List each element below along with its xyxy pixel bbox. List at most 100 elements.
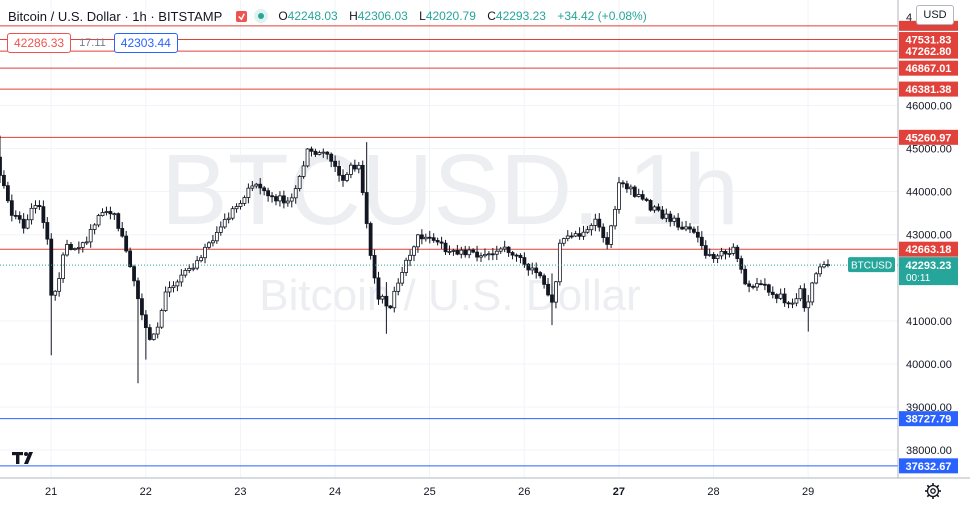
gear-icon[interactable] — [924, 482, 942, 500]
candle-body — [372, 255, 377, 279]
candle-body — [183, 269, 188, 276]
price-tick-label: 44000.00 — [906, 187, 952, 199]
candle-body — [605, 237, 610, 245]
candle-body — [810, 282, 815, 303]
candlestick-series[interactable] — [0, 135, 830, 384]
resistance-tag[interactable] — [899, 43, 958, 59]
candle-body — [546, 283, 550, 296]
candle-body — [755, 283, 759, 288]
support-tag[interactable] — [899, 411, 958, 427]
tradingview-logo-icon[interactable] — [10, 448, 40, 468]
resistance-tag[interactable] — [899, 241, 958, 257]
candle-body — [187, 267, 192, 271]
candle-body — [494, 250, 499, 255]
symbol-tag — [848, 257, 895, 273]
candle-body — [439, 241, 444, 244]
candle-body — [388, 305, 393, 309]
candle-body — [143, 314, 148, 328]
candle-body — [826, 264, 830, 266]
candle-body — [325, 151, 330, 155]
resistance-tag[interactable] — [899, 32, 958, 48]
currency-selector[interactable]: USD — [916, 5, 954, 25]
eye-hidden-icon[interactable] — [236, 10, 248, 22]
candle-body — [65, 243, 69, 256]
candle-body — [128, 250, 133, 268]
candle-body — [530, 267, 535, 271]
watermark-ticker: BTCUSD, 1h — [161, 134, 739, 246]
resistance-tag[interactable] — [899, 20, 958, 31]
candle-body — [487, 253, 491, 256]
open-label: O — [278, 9, 288, 23]
candle-body — [226, 217, 231, 220]
resistance-tag[interactable] — [899, 81, 958, 97]
symbol-tag-label: BTCUSD — [851, 261, 892, 272]
sell-price-button[interactable]: 42286.33 — [7, 33, 72, 53]
candle-body — [621, 182, 625, 185]
resistance-tag[interactable] — [899, 60, 958, 76]
candle-body — [108, 211, 113, 215]
candle-body — [104, 211, 109, 213]
candle-body — [451, 250, 456, 252]
trading-panel: 42286.33 17.11 42303.44 — [7, 33, 178, 53]
candle-body — [408, 254, 412, 261]
time-tick-label: 29 — [802, 486, 814, 498]
close-label: C — [487, 9, 496, 23]
candle-body — [664, 213, 669, 219]
symbol-title[interactable]: Bitcoin / U.S. Dollar · 1h · BITSTAMP — [8, 8, 223, 24]
candle-body — [96, 215, 101, 226]
candle-body — [534, 267, 539, 273]
price-tick-label: 43000.00 — [906, 230, 952, 242]
candle-body — [281, 195, 286, 204]
candle-body — [632, 186, 637, 197]
candle-body — [554, 281, 558, 303]
candle-body — [132, 266, 136, 282]
candle-body — [652, 206, 657, 211]
candle-body — [297, 176, 302, 189]
price-axis-background[interactable] — [898, 0, 970, 478]
candle-body — [416, 234, 420, 248]
candle-body — [565, 235, 570, 240]
resistance-tag[interactable] — [899, 129, 958, 145]
candle-body — [49, 238, 54, 296]
candle-body — [246, 187, 251, 198]
market-status-icon[interactable] — [254, 9, 269, 23]
candle-body — [585, 229, 590, 233]
candle-body — [703, 245, 708, 256]
candle-body — [613, 208, 617, 227]
ohlc-values: O42248.03 H42306.03 L42020.79 C42293.23 … — [278, 9, 654, 23]
candle-body — [778, 293, 783, 299]
candle-body — [69, 243, 73, 250]
price-tick-label: 46000.00 — [906, 101, 952, 113]
candle-body — [37, 205, 42, 208]
candle-body — [782, 293, 787, 304]
candle-body — [822, 264, 826, 268]
time-tick-label: 23 — [234, 486, 246, 498]
candle-body — [285, 200, 290, 204]
watermark-name: Bitcoin / U.S. Dollar — [259, 271, 640, 320]
candle-body — [45, 222, 50, 240]
candle-body — [727, 253, 732, 255]
candle-body — [751, 285, 755, 288]
candle-body — [392, 290, 397, 309]
candle-body — [199, 257, 203, 262]
candle-body — [617, 182, 621, 210]
support-tag[interactable] — [899, 458, 958, 474]
candle-body — [203, 246, 207, 259]
candle-body — [368, 223, 373, 256]
candle-body — [467, 249, 472, 256]
candle-body — [569, 235, 574, 238]
time-axis-background[interactable] — [0, 478, 970, 507]
candle-body — [447, 251, 452, 253]
candle-body — [258, 183, 263, 189]
candle-body — [309, 148, 314, 152]
candle-body — [719, 250, 724, 257]
candle-body — [238, 202, 243, 207]
candle-body — [550, 294, 554, 303]
price-tick-label: 39000.00 — [906, 402, 952, 414]
candle-body — [490, 253, 495, 256]
time-tick-label: 27 — [613, 486, 625, 498]
buy-price-button[interactable]: 42303.44 — [113, 33, 178, 53]
price-tick-label: 4 — [906, 12, 912, 24]
